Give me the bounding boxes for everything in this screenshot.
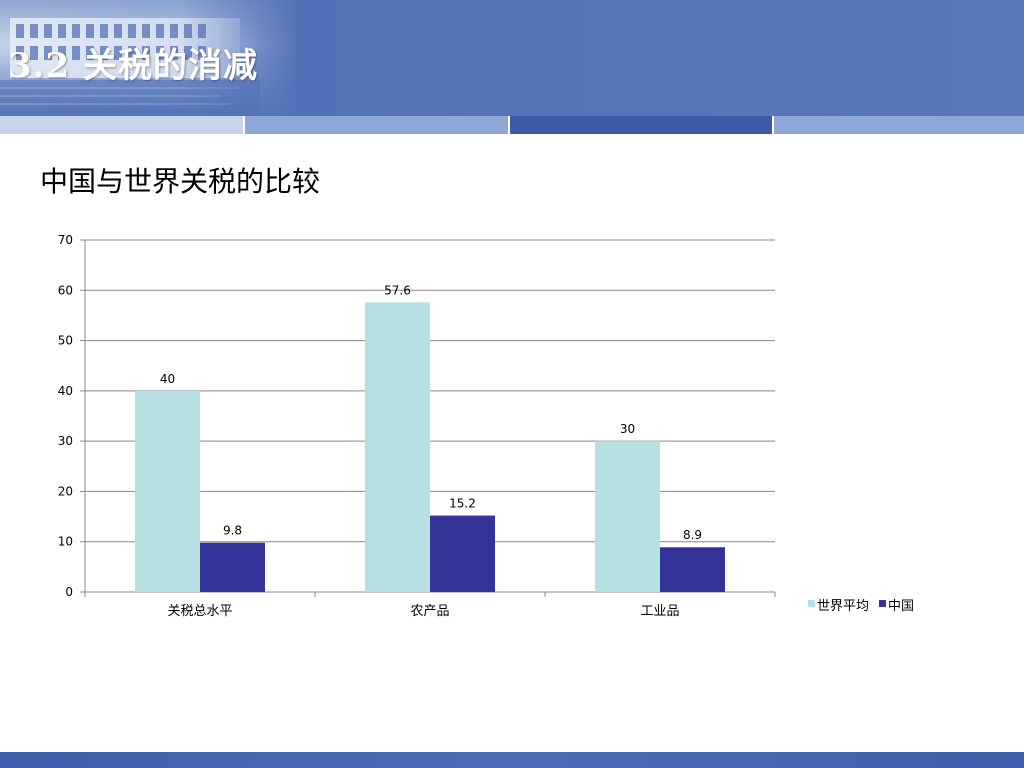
y-tick-label: 70 [58,233,73,247]
data-label: 15.2 [449,497,476,511]
header-band-3 [510,116,772,134]
y-tick-label: 50 [58,334,73,348]
y-tick-label: 10 [58,535,73,549]
chart-heading: 中国与世界关税的比较 [40,165,321,198]
y-tick-label: 30 [58,434,73,448]
bar [595,441,660,592]
data-label: 57.6 [384,283,411,297]
legend-entry: 世界平均 [817,599,869,614]
bar [200,542,265,592]
data-label: 9.8 [223,524,242,538]
slide-header: 3.2 关税的消减 [0,0,1024,116]
slide-title: 3.2 关税的消减 [8,46,258,86]
bar [660,547,725,592]
y-tick-label: 0 [65,585,73,599]
bar [365,302,430,592]
legend-swatch [808,600,815,607]
y-tick-label: 20 [58,484,73,498]
bar [135,390,200,592]
legend-entry: 中国 [888,599,914,614]
y-tick-label: 40 [58,384,73,398]
y-tick-label: 60 [58,283,73,297]
header-band-4 [774,116,1024,134]
x-tick-label: 关税总水平 [167,604,232,619]
header-band-1 [0,116,243,134]
header-band-2 [245,116,508,134]
footer-bar [0,752,1024,768]
data-label: 40 [160,372,175,386]
data-label: 30 [620,422,635,436]
legend-swatch [879,600,886,607]
x-tick-label: 工业品 [640,604,679,619]
campus-building-image [0,0,300,116]
x-tick-label: 农产品 [410,604,449,619]
data-label: 8.9 [683,528,702,542]
bar [430,515,495,592]
